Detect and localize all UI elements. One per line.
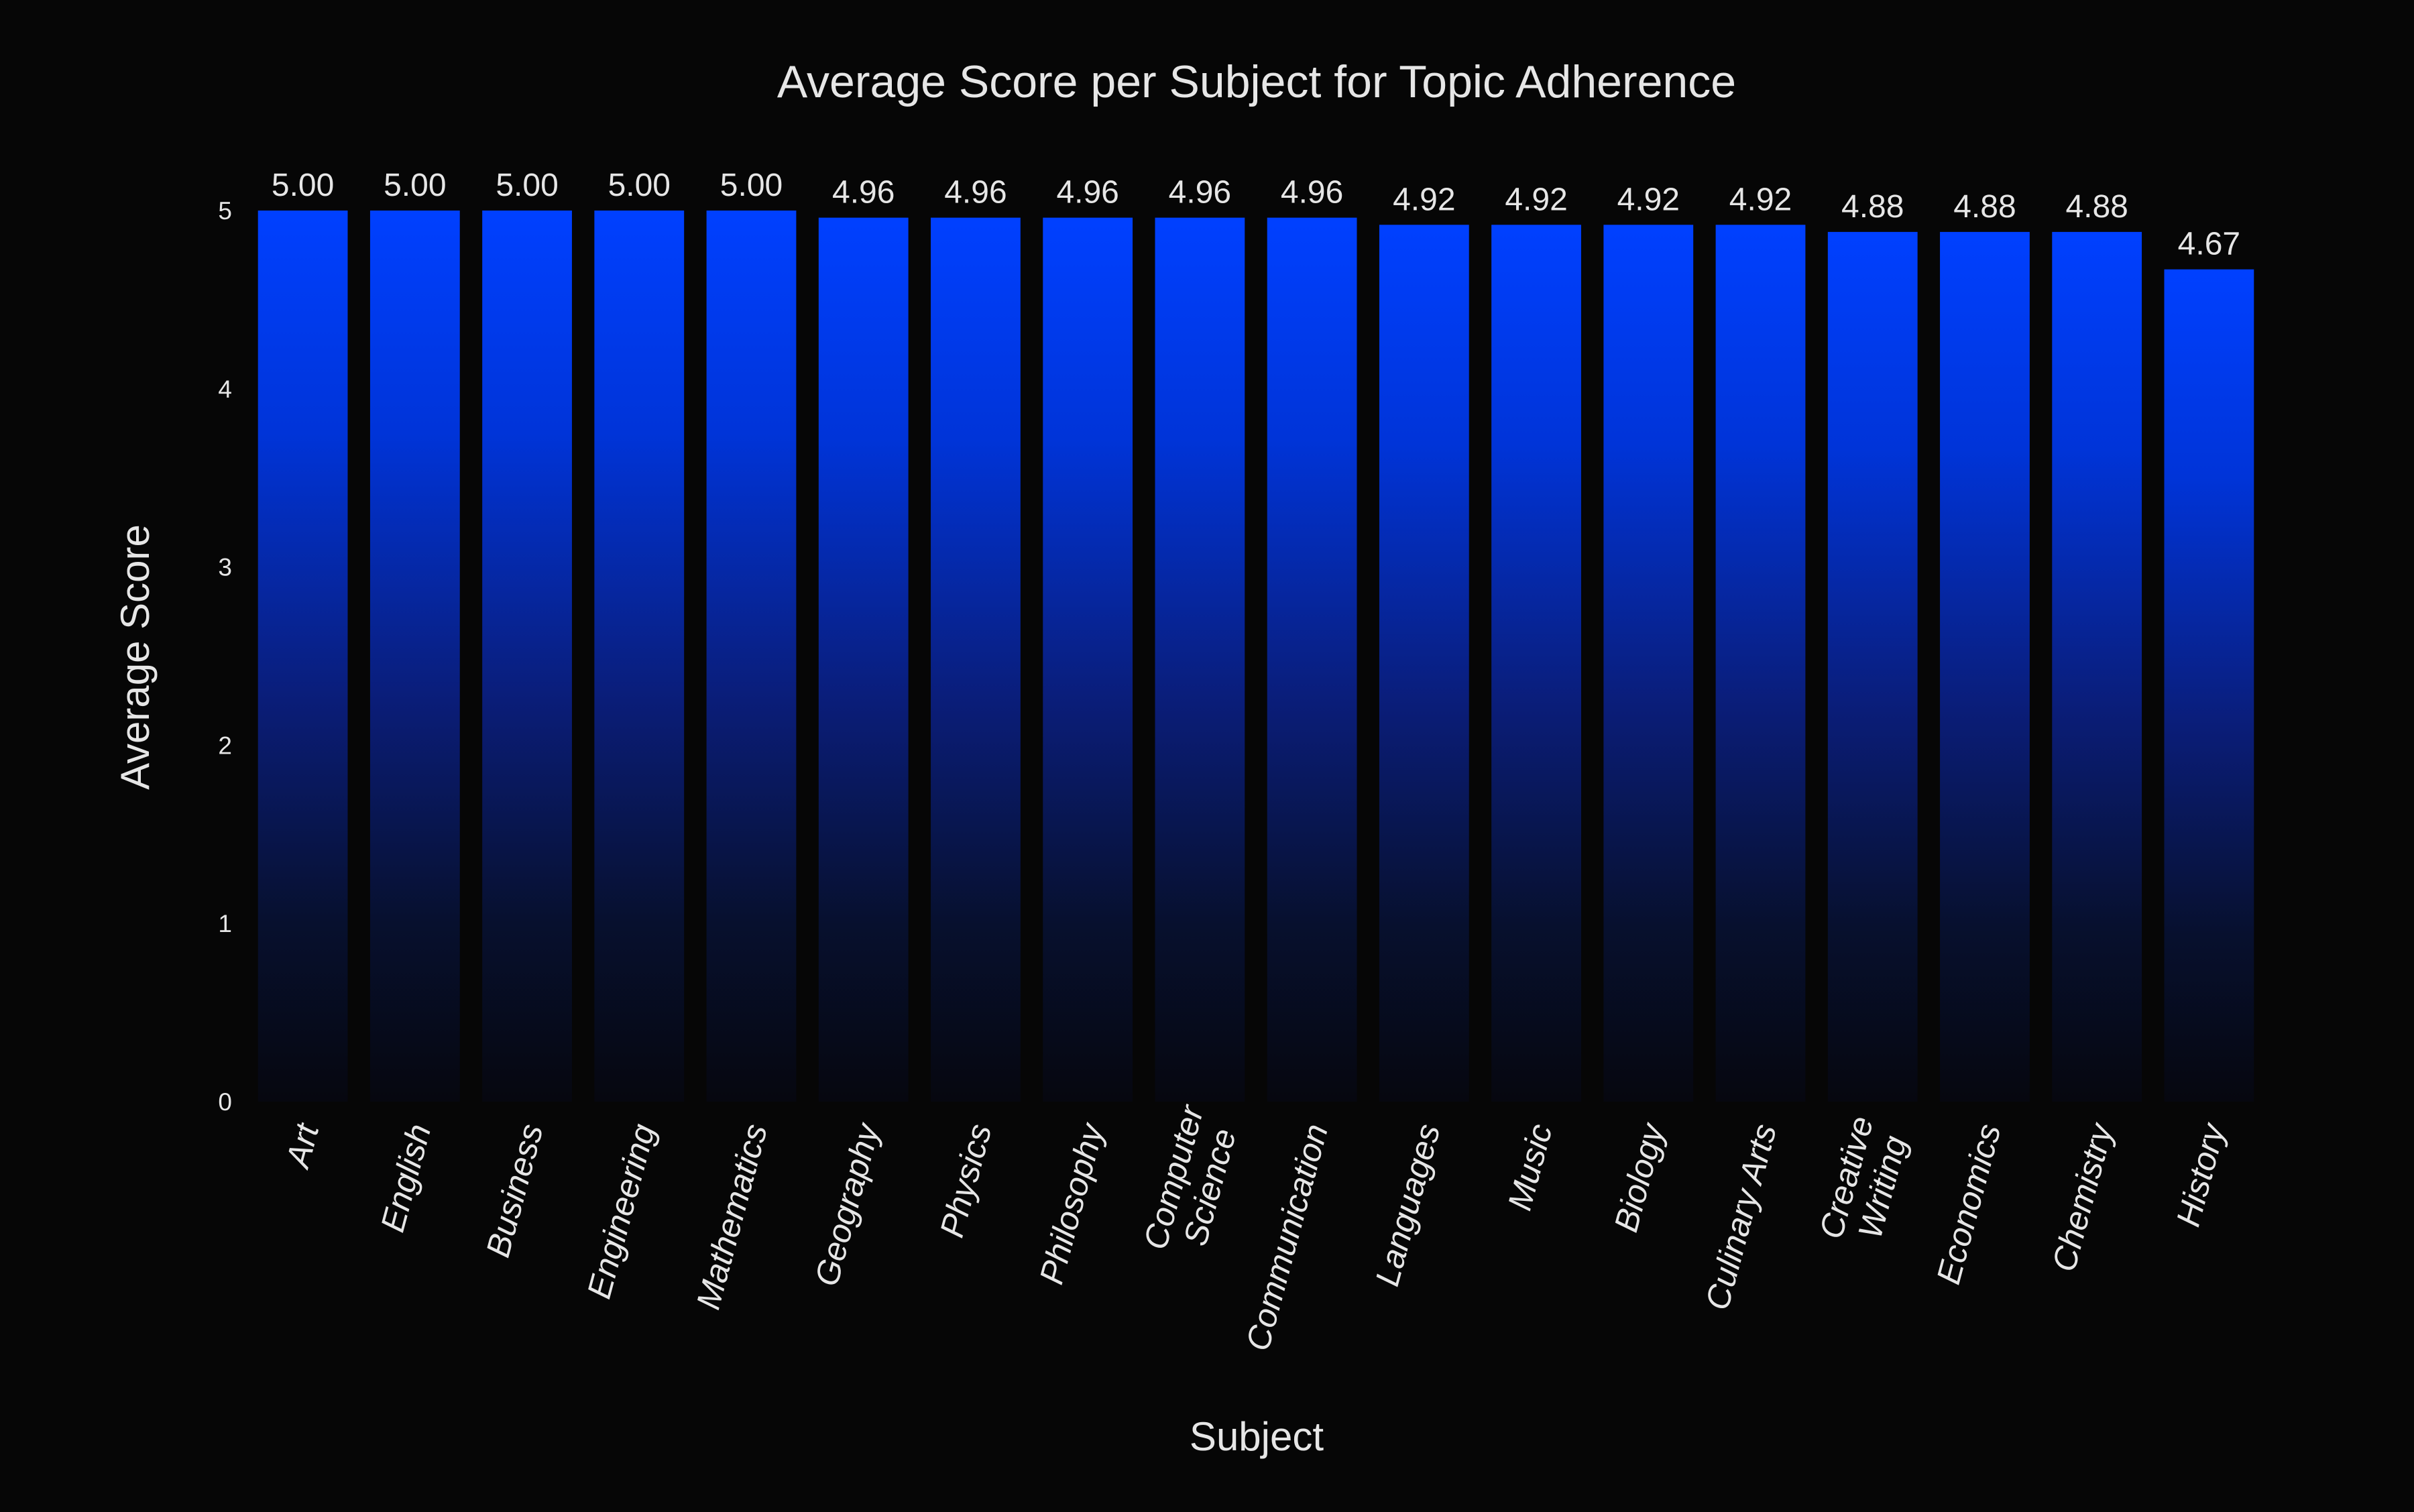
bar: [1603, 225, 1694, 1102]
y-tick-label: 4: [218, 375, 232, 403]
bar-value-label: 4.88: [1953, 189, 2016, 225]
bar-value-label: 4.96: [1281, 175, 1343, 211]
bar: [1491, 225, 1581, 1102]
x-axis-label: Subject: [1190, 1414, 1324, 1459]
bar-value-label: 5.00: [720, 168, 783, 203]
bar-value-label: 4.96: [1056, 175, 1118, 211]
bar-value-label: 4.92: [1505, 182, 1567, 217]
bar-value-label: 4.92: [1617, 182, 1680, 217]
bar: [1827, 231, 1918, 1102]
bar-value-label: 4.92: [1393, 182, 1455, 217]
bar-value-label: 4.96: [832, 175, 895, 211]
bar: [369, 211, 460, 1102]
bar: [482, 211, 572, 1102]
y-tick-label: 2: [218, 732, 232, 759]
chart-title: Average Score per Subject for Topic Adhe…: [777, 56, 1736, 107]
bar: [257, 211, 348, 1102]
bar-value-label: 4.88: [1841, 189, 1904, 225]
bar-value-label: 4.96: [944, 175, 1007, 211]
y-axis-label: Average Score: [113, 524, 158, 790]
bar-value-label: 4.92: [1729, 182, 1792, 217]
bar: [594, 211, 685, 1102]
bar: [706, 211, 797, 1102]
bar-value-label: 4.88: [2065, 189, 2128, 225]
bar: [2052, 231, 2142, 1102]
bar-value-label: 4.96: [1169, 175, 1231, 211]
bar: [1379, 225, 1469, 1102]
bar: [1267, 217, 1357, 1102]
y-tick-label: 1: [218, 910, 232, 937]
bars: [257, 211, 2254, 1102]
bar-value-label: 5.00: [384, 168, 446, 203]
bar: [818, 217, 909, 1102]
bar: [931, 217, 1021, 1102]
bar: [1155, 217, 1245, 1102]
y-tick-label: 5: [218, 197, 232, 225]
y-axis-ticks: 0 1 2 3 4 5: [218, 197, 232, 1116]
value-labels: 5.00 5.00 5.00 5.00 5.00 4.96 4.96 4.96 4.96 4.96…: [272, 168, 2240, 262]
bar: [2164, 269, 2254, 1102]
bar: [1715, 225, 1806, 1102]
y-tick-label: 0: [218, 1088, 232, 1116]
bar-value-label: 4.67: [2178, 227, 2240, 262]
bar-value-label: 5.00: [496, 168, 558, 203]
bar: [1940, 231, 2030, 1102]
bar-value-label: 5.00: [608, 168, 671, 203]
y-tick-label: 3: [218, 554, 232, 581]
bar: [1043, 217, 1133, 1102]
bar-value-label: 5.00: [272, 168, 334, 203]
